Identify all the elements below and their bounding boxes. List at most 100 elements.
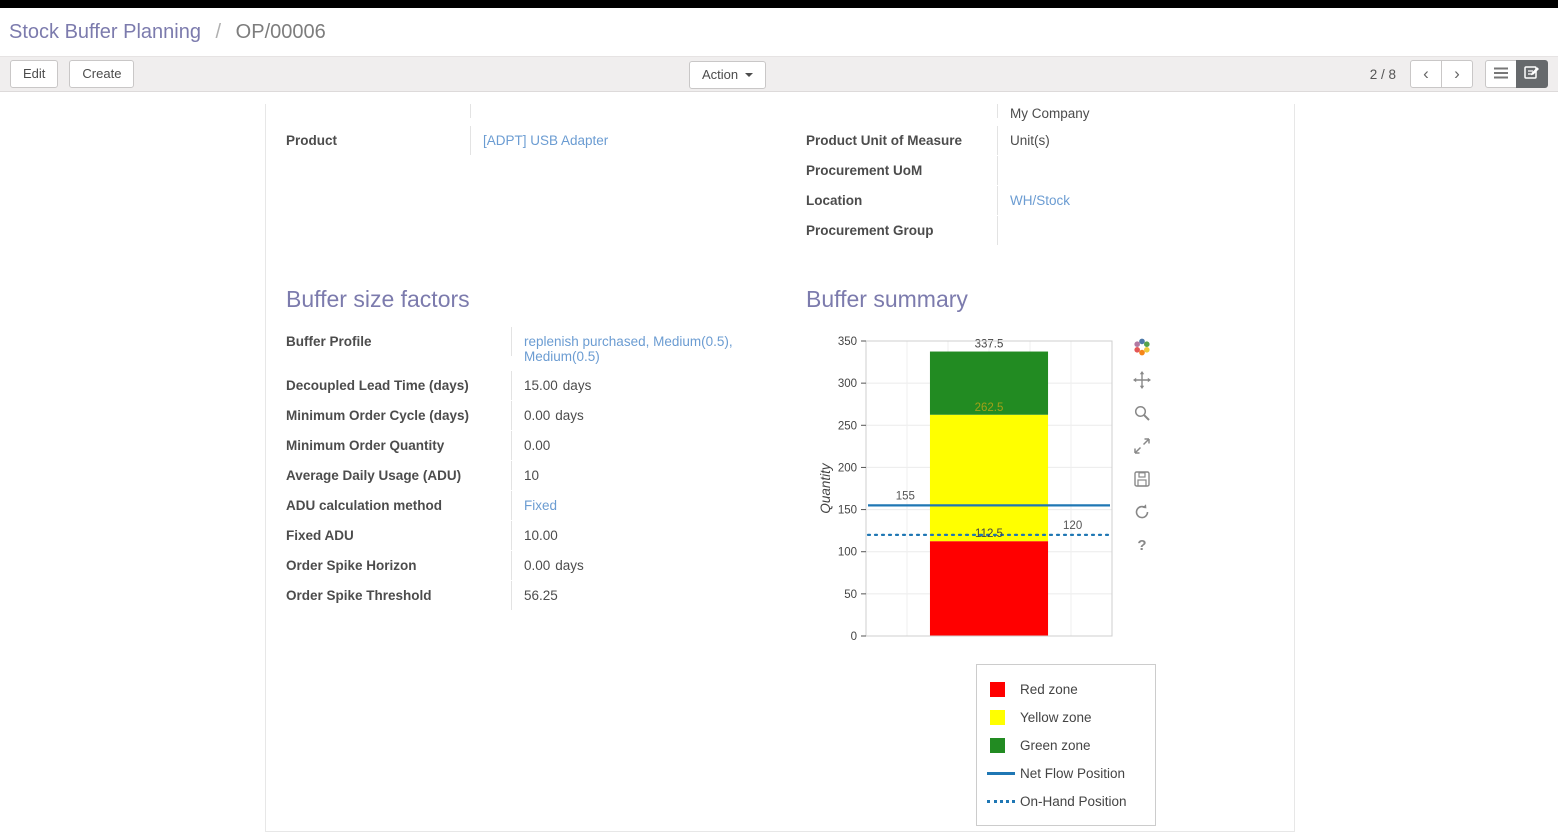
field-label: Order Spike Horizon: [286, 551, 512, 580]
green-zone-swatch: [990, 737, 1005, 753]
field-label: Average Daily Usage (ADU): [286, 461, 512, 490]
legend-label: Red zone: [1020, 681, 1078, 697]
field-label: [286, 104, 471, 118]
buffer-profile-link[interactable]: replenish purchased, Medium(0.5), Medium…: [524, 334, 733, 364]
pager-previous-button[interactable]: ‹: [1410, 60, 1442, 88]
svg-text:337.5: 337.5: [975, 339, 1004, 351]
buffer-chart: 155 120 337.5 262.5 112.5 0 50 100 150 200 250 300 3…: [816, 327, 1274, 652]
field-unit: days: [555, 558, 584, 573]
field-row-min-order-cycle: Minimum Order Cycle (days) 0.00 days: [286, 401, 806, 431]
pager-next-button[interactable]: ›: [1441, 60, 1473, 88]
field-row-spike-horizon: Order Spike Horizon 0.00 days: [286, 551, 806, 581]
field-label: ADU calculation method: [286, 491, 512, 520]
svg-text:262.5: 262.5: [975, 402, 1004, 414]
chart-legend: Red zone Yellow zone Green zone Net Flow…: [976, 664, 1156, 826]
field-value: 0.00: [524, 408, 551, 423]
field-unit: days: [562, 378, 592, 393]
breadcrumb-link-stock-buffer-planning[interactable]: Stock Buffer Planning: [9, 21, 201, 43]
adu-method-link[interactable]: Fixed: [524, 498, 558, 513]
chevron-right-icon: ›: [1454, 64, 1460, 83]
svg-text:100: 100: [838, 547, 857, 559]
plotly-logo-icon[interactable]: [1131, 337, 1153, 357]
field-row-product: Product [ADPT] USB Adapter: [286, 126, 806, 156]
control-panel: Edit Create Action 2 / 8 ‹ ›: [0, 56, 1558, 92]
legend-item-net-flow-position[interactable]: Net Flow Position: [987, 759, 1145, 787]
legend-label: Net Flow Position: [1020, 765, 1126, 781]
field-row-location: Location WH/Stock: [806, 186, 1274, 216]
net-flow-line-swatch: [987, 771, 1015, 775]
field-label: Buffer Profile: [286, 327, 512, 356]
field-row-product-uom: Product Unit of Measure Unit(s): [806, 126, 1274, 156]
field-value: 10.00: [524, 528, 558, 543]
field-row-company: My Company: [806, 104, 1274, 126]
legend-label: Yellow zone: [1020, 709, 1092, 725]
location-link[interactable]: WH/Stock: [1010, 193, 1071, 208]
field-label: Order Spike Threshold: [286, 581, 512, 610]
legend-item-yellow-zone[interactable]: Yellow zone: [987, 703, 1145, 731]
legend-item-red-zone[interactable]: Red zone: [987, 675, 1145, 703]
field-label: Location: [806, 186, 998, 215]
field-value: 10: [524, 468, 540, 483]
section-title-buffer-size-factors: Buffer size factors: [286, 286, 470, 312]
breadcrumb-separator: /: [215, 21, 222, 43]
field-row: [286, 104, 806, 126]
field-value: [998, 156, 1010, 170]
legend-label: Green zone: [1020, 737, 1091, 753]
autoscale-icon[interactable]: [1131, 436, 1153, 456]
action-dropdown-button[interactable]: Action: [689, 61, 767, 89]
field-label: Minimum Order Quantity: [286, 431, 512, 460]
legend-item-on-hand-position[interactable]: On-Hand Position: [987, 787, 1145, 815]
pager-buttons: ‹ ›: [1410, 60, 1473, 88]
legend-label: On-Hand Position: [1020, 793, 1127, 809]
field-row-min-order-qty: Minimum Order Quantity 0.00: [286, 431, 806, 461]
view-switcher: [1485, 60, 1548, 88]
field-row-adu: Average Daily Usage (ADU) 10: [286, 461, 806, 491]
field-row-adu-method: ADU calculation method Fixed: [286, 491, 806, 521]
red-zone-swatch: [990, 681, 1005, 697]
top-nav-bar: [0, 0, 1558, 8]
zoom-icon[interactable]: [1131, 403, 1153, 423]
field-value: 15.00: [524, 378, 558, 393]
field-label: Procurement UoM: [806, 156, 998, 185]
company-value: My Company: [1010, 106, 1090, 121]
svg-text:250: 250: [838, 420, 857, 432]
save-icon[interactable]: [1131, 469, 1153, 489]
field-label: Product Unit of Measure: [806, 126, 998, 155]
field-row-procurement-uom: Procurement UoM: [806, 156, 1274, 186]
field-value: 0.00: [524, 558, 551, 573]
caret-down-icon: [745, 73, 754, 77]
breadcrumb: Stock Buffer Planning / OP/00006: [0, 8, 1558, 56]
product-link[interactable]: [ADPT] USB Adapter: [483, 133, 609, 148]
svg-text:150: 150: [838, 505, 857, 517]
help-icon[interactable]: ?: [1131, 535, 1153, 555]
chart-canvas[interactable]: 155 120 337.5 262.5 112.5 0 50 100 150 200 250 300 3…: [816, 327, 1126, 652]
field-row-buffer-profile: Buffer Profile replenish purchased, Medi…: [286, 327, 806, 371]
legend-item-green-zone[interactable]: Green zone: [987, 731, 1145, 759]
field-value: Unit(s): [1010, 133, 1050, 148]
buffer-size-factors-section: Buffer size factors Buffer Profile reple…: [286, 286, 806, 826]
field-label: Decoupled Lead Time (days): [286, 371, 512, 400]
field-value: 0.00: [524, 438, 551, 453]
svg-text:300: 300: [838, 378, 857, 390]
field-label: Product: [286, 126, 471, 155]
list-view-button[interactable]: [1485, 60, 1517, 88]
chevron-left-icon: ‹: [1423, 64, 1429, 83]
field-value: 56.25: [524, 588, 558, 603]
svg-text:155: 155: [896, 490, 915, 502]
form-view-button[interactable]: [1516, 60, 1548, 88]
create-button[interactable]: Create: [69, 60, 135, 88]
form-sheet: Product [ADPT] USB Adapter My Company Pr…: [265, 104, 1295, 832]
pager-value: 2 / 8: [1369, 66, 1396, 82]
form-header-fields: Product [ADPT] USB Adapter My Company Pr…: [286, 104, 1274, 246]
list-icon: [1493, 66, 1509, 83]
field-label: Fixed ADU: [286, 521, 512, 550]
svg-text:350: 350: [838, 336, 857, 348]
reset-icon[interactable]: [1131, 502, 1153, 522]
field-label: Procurement Group: [806, 216, 998, 245]
pan-icon[interactable]: [1131, 370, 1153, 390]
edit-button[interactable]: Edit: [10, 60, 59, 88]
section-title-buffer-summary: Buffer summary: [806, 286, 968, 312]
svg-text:Quantity: Quantity: [818, 462, 833, 514]
buffer-summary-section: Buffer summary 155 120 337.5 262.5 112.5 0 50 1…: [806, 286, 1274, 826]
field-row-fixed-adu: Fixed ADU 10.00: [286, 521, 806, 551]
